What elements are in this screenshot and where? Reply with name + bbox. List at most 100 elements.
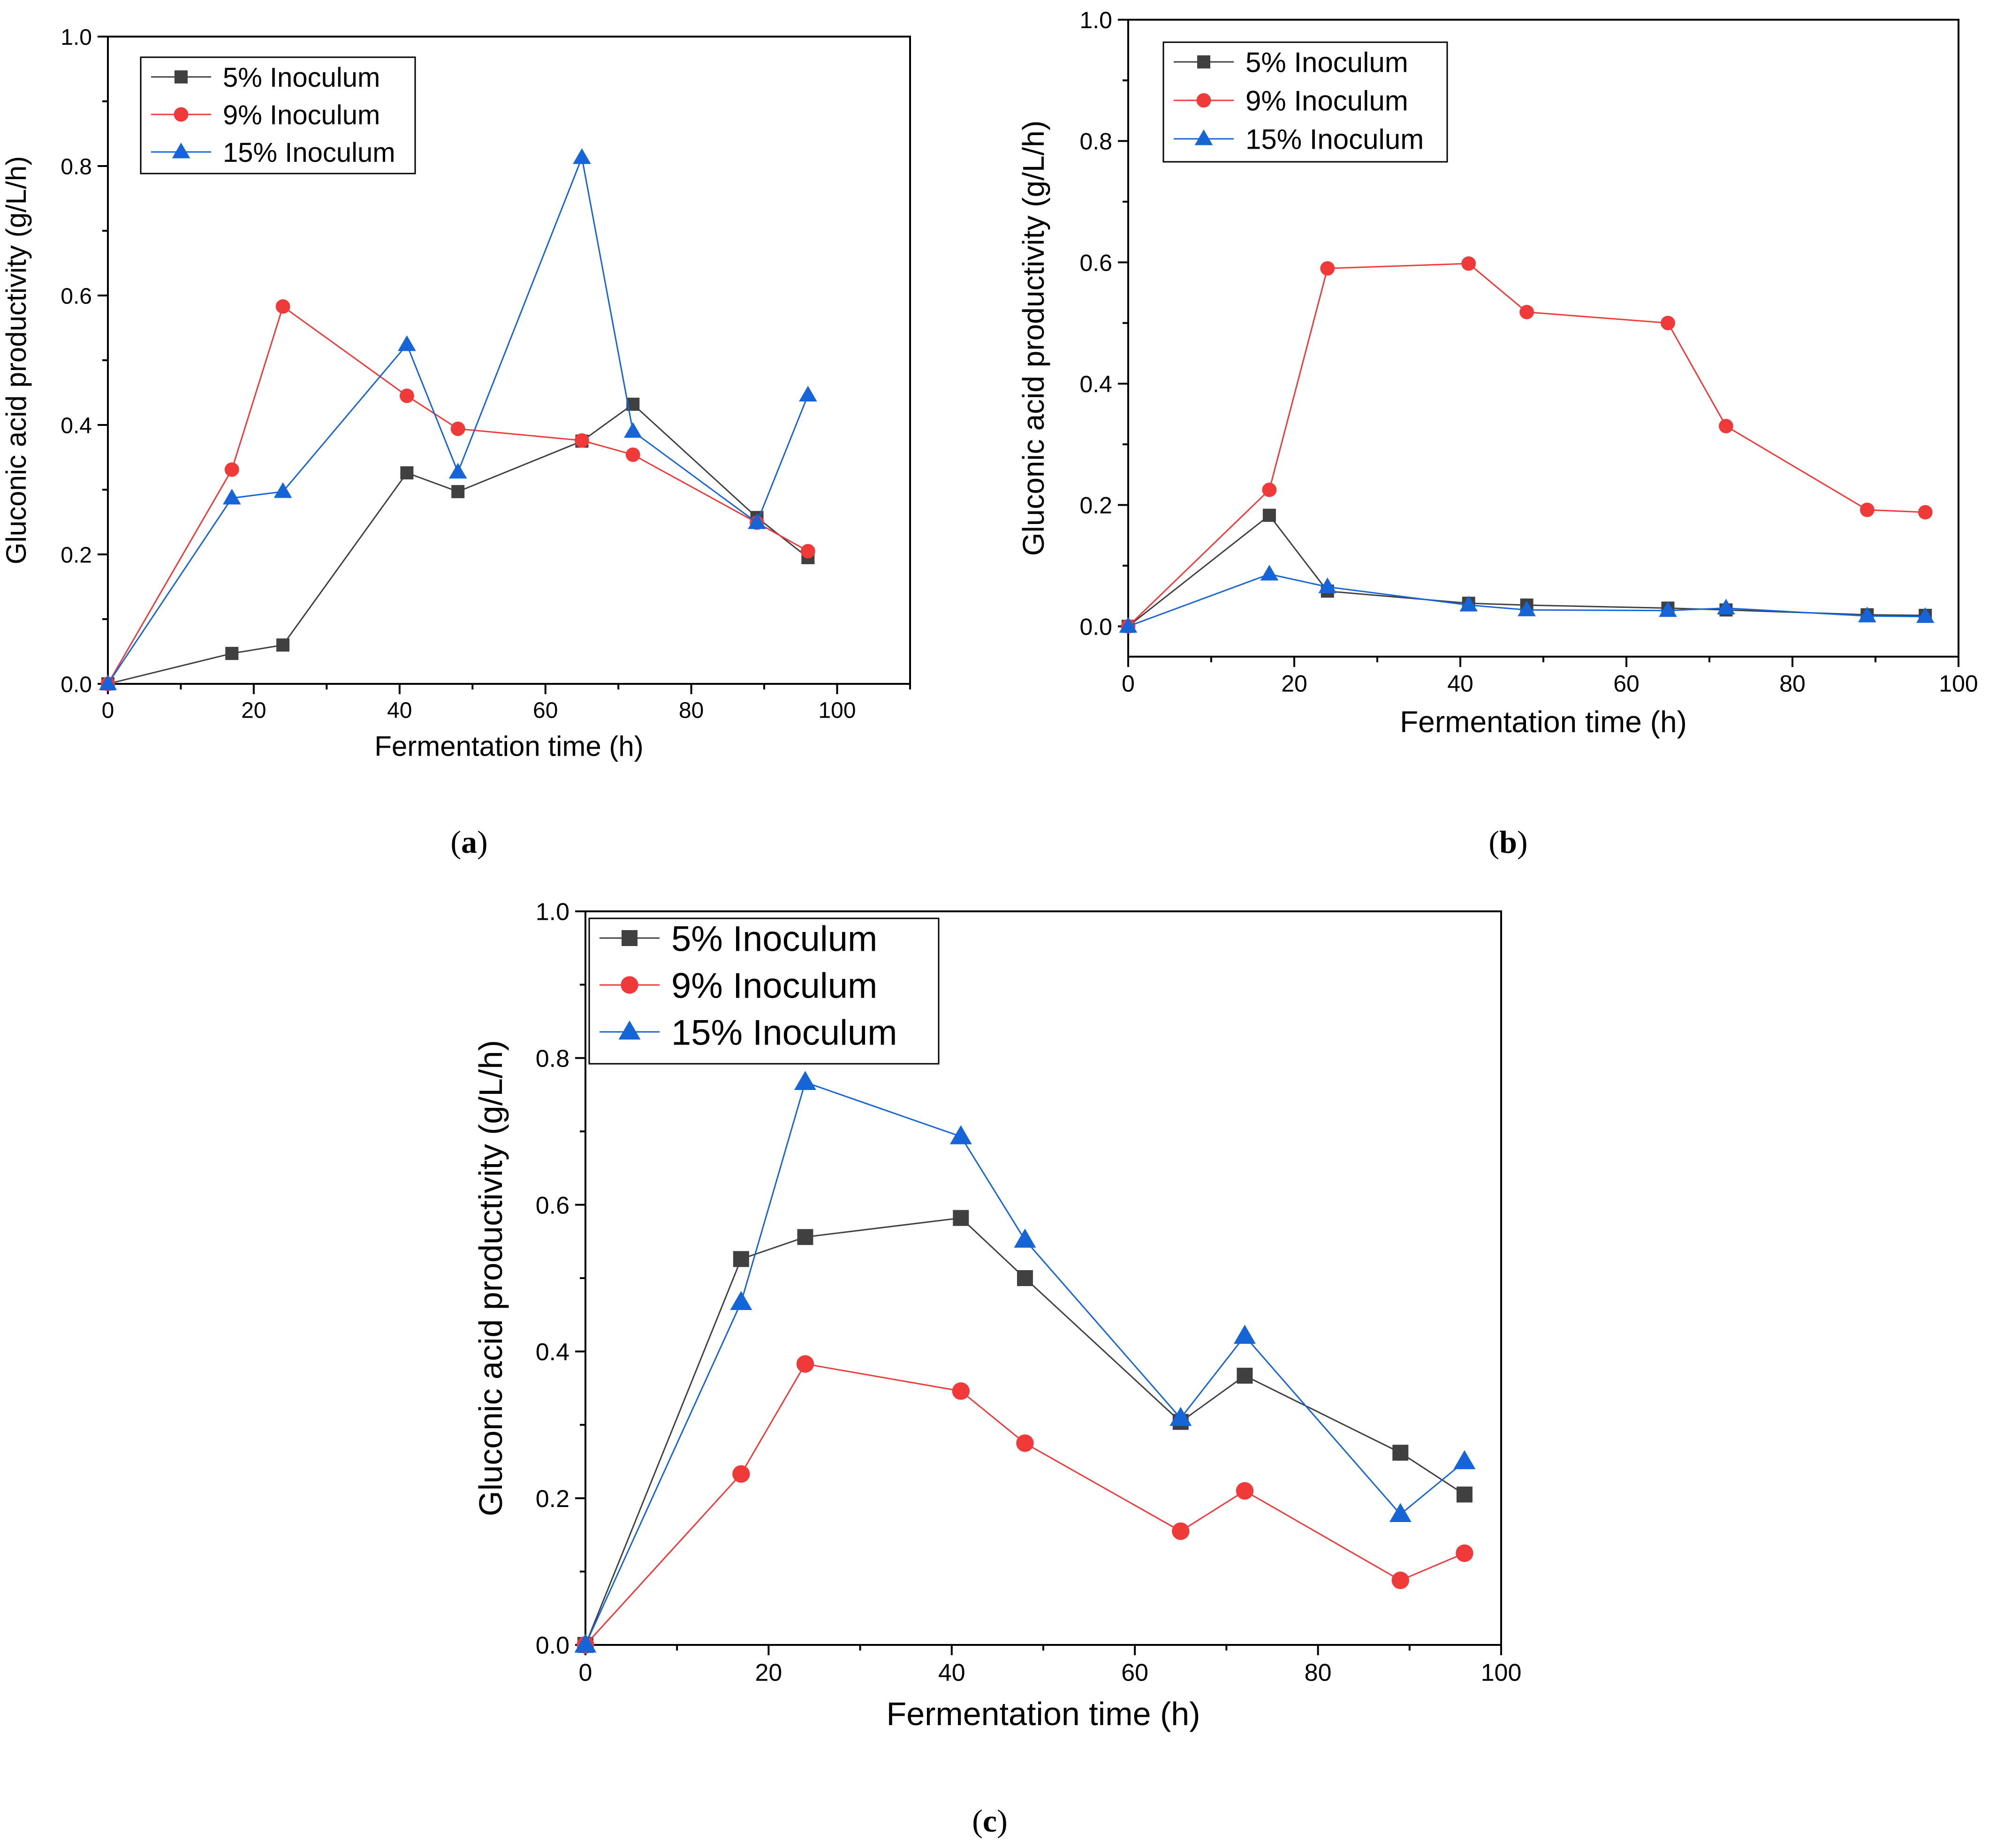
data-point-square — [451, 485, 465, 499]
data-point-triangle — [1389, 1503, 1412, 1522]
x-tick-label: 0 — [579, 1659, 592, 1687]
y-tick-label: 1.0 — [1079, 7, 1112, 33]
data-point-circle — [1719, 419, 1733, 433]
legend-marker-circle — [174, 107, 189, 122]
data-point-triangle — [730, 1291, 752, 1310]
data-point-triangle — [748, 513, 766, 529]
data-point-triangle — [273, 482, 292, 498]
data-point-circle — [399, 388, 414, 403]
data-point-triangle — [799, 386, 817, 402]
data-point-circle — [1391, 1571, 1409, 1590]
y-tick-label: 1.0 — [536, 899, 569, 926]
y-tick-label: 0.6 — [61, 284, 92, 309]
y-tick-label: 0.4 — [1079, 371, 1112, 397]
legend-label: 5% Inoculum — [1245, 47, 1408, 78]
data-point-circle — [1172, 1522, 1190, 1540]
data-point-triangle — [222, 488, 241, 505]
series-line-0 — [107, 403, 809, 685]
data-point-square — [1392, 1445, 1409, 1461]
series-1 — [100, 299, 815, 691]
data-point-triangle — [949, 1125, 972, 1144]
x-tick-label: 0 — [102, 698, 114, 723]
x-tick-label: 40 — [938, 1659, 965, 1687]
data-point-square — [1456, 1486, 1473, 1503]
panel-label-c: (c) — [972, 1803, 1008, 1839]
data-point-circle — [1016, 1434, 1034, 1452]
legend-marker-triangle — [618, 1020, 641, 1040]
x-axis-label: Fermentation time (h) — [1400, 705, 1687, 739]
data-point-triangle — [1518, 600, 1536, 616]
y-tick-label: 0.0 — [1079, 613, 1112, 640]
data-point-triangle — [398, 335, 416, 351]
data-point-square — [276, 638, 290, 652]
y-tick-label: 0.2 — [61, 543, 92, 568]
data-point-triangle — [1659, 601, 1677, 617]
data-point-triangle — [1119, 617, 1138, 633]
legend-label: 15% Inoculum — [671, 1013, 897, 1053]
series-2 — [99, 148, 817, 690]
y-tick-label: 0.4 — [536, 1339, 569, 1366]
x-tick-label: 60 — [1613, 671, 1640, 697]
data-point-square — [953, 1210, 969, 1226]
legend-label: 15% Inoculum — [1245, 124, 1424, 155]
y-tick-label: 1.0 — [61, 25, 92, 50]
data-point-square — [1237, 1368, 1253, 1384]
x-tick-label: 80 — [1779, 671, 1806, 697]
data-point-triangle — [1014, 1228, 1036, 1248]
data-point-circle — [1461, 256, 1476, 271]
data-point-circle — [1918, 505, 1933, 520]
x-tick-label: 20 — [241, 698, 266, 723]
legend-box — [588, 917, 940, 1065]
y-axis-label: Gluconic acid productivity (g/L/h) — [1017, 121, 1050, 556]
data-point-triangle — [573, 148, 591, 164]
data-point-triangle — [99, 674, 117, 690]
series-line-2 — [585, 1081, 1465, 1645]
legend-label: 5% Inoculum — [223, 62, 380, 93]
y-tick-label: 0.2 — [1079, 492, 1112, 519]
legend-marker-square — [1197, 55, 1210, 68]
x-tick-label: 40 — [387, 698, 412, 723]
x-tick-label: 40 — [1447, 671, 1473, 697]
series-0 — [577, 1210, 1473, 1653]
data-point-circle — [275, 299, 290, 314]
legend-marker-triangle — [1194, 129, 1213, 145]
data-point-circle — [625, 447, 640, 462]
series-2 — [574, 1071, 1476, 1653]
data-point-triangle — [1459, 596, 1478, 612]
legend-label: 9% Inoculum — [671, 966, 877, 1006]
data-point-circle — [1661, 316, 1675, 331]
data-point-circle — [450, 421, 465, 436]
x-tick-label: 80 — [679, 698, 704, 723]
data-point-circle — [1519, 304, 1534, 319]
data-point-circle — [1456, 1544, 1473, 1562]
y-axis-label: Gluconic acid productivity (g/L/h) — [472, 1040, 509, 1516]
data-point-triangle — [1858, 606, 1876, 622]
x-tick-label: 100 — [818, 698, 856, 723]
y-tick-label: 0.0 — [61, 672, 92, 697]
series-1 — [577, 1355, 1473, 1654]
data-point-triangle — [1318, 577, 1337, 593]
data-point-circle — [796, 1355, 814, 1373]
legend-label: 5% Inoculum — [671, 919, 877, 959]
y-axis-label: Gluconic acid productivity (g/L/h) — [0, 156, 32, 564]
data-point-circle — [1236, 1482, 1254, 1500]
data-point-triangle — [1717, 598, 1735, 615]
x-tick-label: 100 — [1481, 1659, 1522, 1687]
data-point-triangle — [1169, 1407, 1192, 1426]
chart-panel-b: 0 20 40 60 80 100 0.0 0.2 0.4 0.6 0.8 1.0 Fermentati… — [1017, 7, 1978, 739]
data-point-triangle — [623, 422, 642, 438]
x-tick-label: 0 — [1122, 671, 1135, 697]
data-point-circle — [575, 433, 589, 448]
y-tick-label: 0.6 — [1079, 250, 1112, 276]
x-axis-label: Fermentation time (h) — [886, 1696, 1200, 1732]
data-point-triangle — [574, 1633, 597, 1653]
legend-label: 9% Inoculum — [223, 100, 380, 130]
data-point-circle — [1320, 261, 1335, 276]
legend-label: 9% Inoculum — [1245, 85, 1408, 117]
data-point-square — [733, 1251, 749, 1267]
data-point-triangle — [448, 462, 467, 479]
data-point-triangle — [1453, 1450, 1476, 1469]
data-point-circle — [732, 1465, 750, 1483]
y-tick-label: 0.0 — [536, 1632, 569, 1659]
